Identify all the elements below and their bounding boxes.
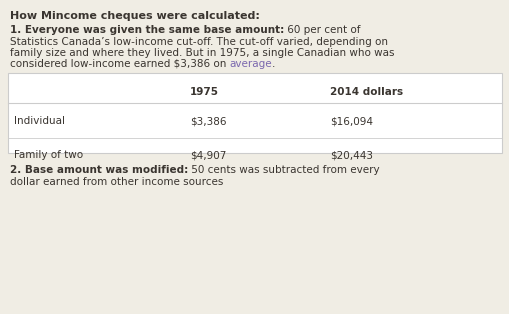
- Text: Individual: Individual: [14, 116, 65, 126]
- Text: $16,094: $16,094: [329, 116, 372, 126]
- FancyBboxPatch shape: [8, 73, 501, 153]
- Text: 1. Everyone was given the same base amount:: 1. Everyone was given the same base amou…: [10, 25, 284, 35]
- Text: .: .: [272, 59, 275, 69]
- Text: $3,386: $3,386: [190, 116, 226, 126]
- Text: family size and where they lived. But in 1975, a single Canadian who was: family size and where they lived. But in…: [10, 48, 394, 58]
- Text: 60 per cent of: 60 per cent of: [284, 25, 360, 35]
- Text: Family of two: Family of two: [14, 150, 83, 160]
- Text: 50 cents was subtracted from every: 50 cents was subtracted from every: [188, 165, 379, 175]
- Text: considered low-income earned $3,386 on: considered low-income earned $3,386 on: [10, 59, 229, 69]
- Text: 2014 dollars: 2014 dollars: [329, 87, 402, 97]
- Text: average: average: [229, 59, 272, 69]
- Text: dollar earned from other income sources: dollar earned from other income sources: [10, 177, 223, 187]
- Text: Statistics Canada’s low-income cut-off. The cut-off varied, depending on: Statistics Canada’s low-income cut-off. …: [10, 37, 387, 47]
- Text: 1975: 1975: [190, 87, 218, 97]
- Text: $4,907: $4,907: [190, 150, 226, 160]
- Text: How Mincome cheques were calculated:: How Mincome cheques were calculated:: [10, 11, 260, 21]
- Text: 2. Base amount was modified:: 2. Base amount was modified:: [10, 165, 188, 175]
- Text: $20,443: $20,443: [329, 150, 372, 160]
